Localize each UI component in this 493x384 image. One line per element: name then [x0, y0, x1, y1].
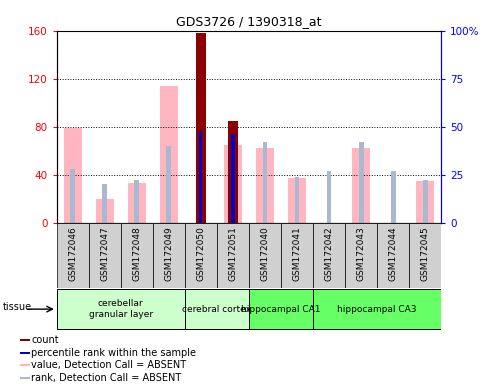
Text: value, Detection Call = ABSENT: value, Detection Call = ABSENT — [32, 360, 186, 370]
Bar — [196, 33, 206, 223]
Bar — [20, 352, 30, 354]
Title: GDS3726 / 1390318_at: GDS3726 / 1390318_at — [176, 15, 322, 28]
Text: GSM172050: GSM172050 — [196, 226, 206, 281]
Text: GSM172041: GSM172041 — [292, 226, 302, 281]
Bar — [391, 171, 395, 223]
Text: percentile rank within the sample: percentile rank within the sample — [32, 348, 196, 358]
Bar — [96, 199, 113, 223]
Bar — [135, 180, 139, 223]
Bar — [295, 177, 299, 223]
Bar — [64, 128, 81, 223]
Bar — [423, 180, 427, 223]
Bar — [20, 377, 30, 379]
Bar — [249, 223, 281, 288]
Bar — [199, 131, 203, 223]
Bar — [217, 223, 249, 288]
Bar — [70, 169, 75, 223]
Bar — [352, 148, 370, 223]
Bar — [327, 171, 331, 223]
Text: count: count — [32, 335, 59, 345]
FancyBboxPatch shape — [313, 289, 441, 329]
Text: GSM172045: GSM172045 — [421, 226, 430, 281]
FancyBboxPatch shape — [249, 289, 313, 329]
Bar — [417, 181, 434, 223]
Text: GSM172048: GSM172048 — [132, 226, 141, 281]
Bar — [281, 223, 313, 288]
Text: GSM172049: GSM172049 — [164, 226, 174, 281]
FancyBboxPatch shape — [185, 289, 249, 329]
Text: cerebellar
granular layer: cerebellar granular layer — [89, 300, 153, 319]
Text: GSM172047: GSM172047 — [100, 226, 109, 281]
Text: cerebral cortex: cerebral cortex — [182, 305, 251, 314]
Bar — [185, 223, 217, 288]
Bar — [263, 142, 267, 223]
Bar — [57, 223, 89, 288]
Bar — [288, 178, 306, 223]
Text: rank, Detection Call = ABSENT: rank, Detection Call = ABSENT — [32, 373, 181, 383]
Bar — [313, 223, 345, 288]
Bar — [153, 223, 185, 288]
Bar — [409, 223, 441, 288]
Bar — [231, 134, 235, 223]
Text: GSM172044: GSM172044 — [388, 226, 398, 281]
Bar — [359, 142, 363, 223]
Bar — [20, 339, 30, 341]
Bar — [228, 121, 238, 223]
Text: GSM172042: GSM172042 — [324, 226, 334, 281]
Text: GSM172043: GSM172043 — [356, 226, 366, 281]
Bar — [20, 364, 30, 366]
Bar — [345, 223, 377, 288]
Bar — [121, 223, 153, 288]
Text: GSM172051: GSM172051 — [228, 226, 238, 281]
Bar — [231, 134, 235, 223]
Text: GSM172046: GSM172046 — [68, 226, 77, 281]
Bar — [224, 145, 242, 223]
Text: hippocampal CA3: hippocampal CA3 — [337, 305, 417, 314]
Bar — [167, 146, 171, 223]
FancyBboxPatch shape — [57, 289, 185, 329]
Text: tissue: tissue — [2, 302, 32, 312]
Bar — [160, 86, 177, 223]
Bar — [128, 183, 145, 223]
Text: hippocampal CA1: hippocampal CA1 — [241, 305, 321, 314]
Bar — [103, 184, 107, 223]
Bar — [89, 223, 121, 288]
Bar — [256, 148, 274, 223]
Text: GSM172040: GSM172040 — [260, 226, 270, 281]
Bar — [377, 223, 409, 288]
